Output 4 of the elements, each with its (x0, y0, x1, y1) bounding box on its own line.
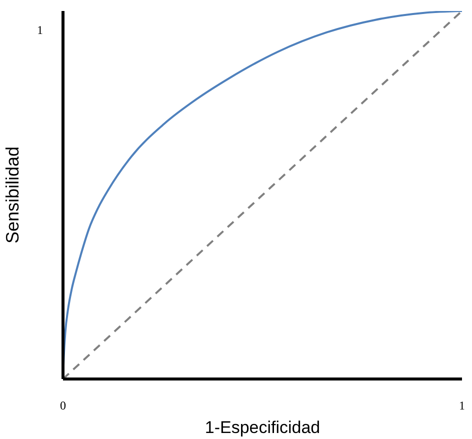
x-axis-title: 1-Especificidad (204, 418, 320, 437)
y-axis-title: Sensibilidad (2, 146, 22, 244)
text: 1 (37, 23, 43, 37)
x-tick-label: 0 (60, 398, 66, 413)
